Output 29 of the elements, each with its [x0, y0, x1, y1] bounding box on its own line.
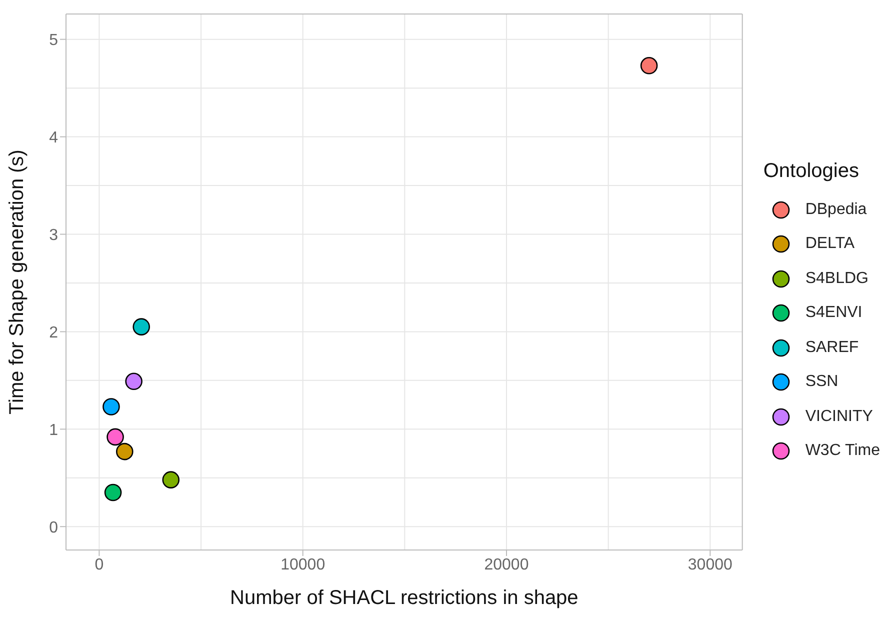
point — [106, 428, 124, 446]
x-tick-label: 0 — [94, 556, 104, 574]
y-tick-label: 5 — [49, 32, 58, 50]
legend-title: Ontologies — [763, 160, 860, 182]
legend-label: SSN — [804, 372, 840, 392]
legend-label: DELTA — [804, 234, 856, 254]
legend-label: S4BLDG — [804, 268, 870, 289]
x-tick-label: 10000 — [280, 556, 326, 574]
y-tick-label: 0 — [49, 519, 58, 536]
y-tick-label: 2 — [49, 324, 58, 342]
y-tick-label: 4 — [49, 129, 58, 146]
point — [132, 318, 150, 336]
legend-label: S4ENVI — [804, 303, 864, 324]
point — [104, 484, 122, 502]
legend-label: W3C Time — [804, 441, 880, 462]
point — [125, 372, 142, 390]
y-tick-label: 3 — [49, 226, 58, 244]
legend-label: VICINITY — [804, 406, 874, 427]
point — [102, 398, 120, 416]
y-tick-label: 1 — [49, 422, 58, 439]
x-axis-title: Number of SHACL restrictions in shape — [230, 587, 578, 609]
point — [116, 442, 134, 460]
legend-label: DBpedia — [804, 200, 868, 220]
point — [640, 57, 658, 74]
legend-label: SAREF — [804, 338, 860, 358]
x-tick-label: 30000 — [688, 556, 732, 574]
point — [162, 471, 180, 488]
x-tick-label: 20000 — [484, 556, 529, 574]
y-axis-title: Time for Shape generation (s) — [6, 150, 28, 414]
